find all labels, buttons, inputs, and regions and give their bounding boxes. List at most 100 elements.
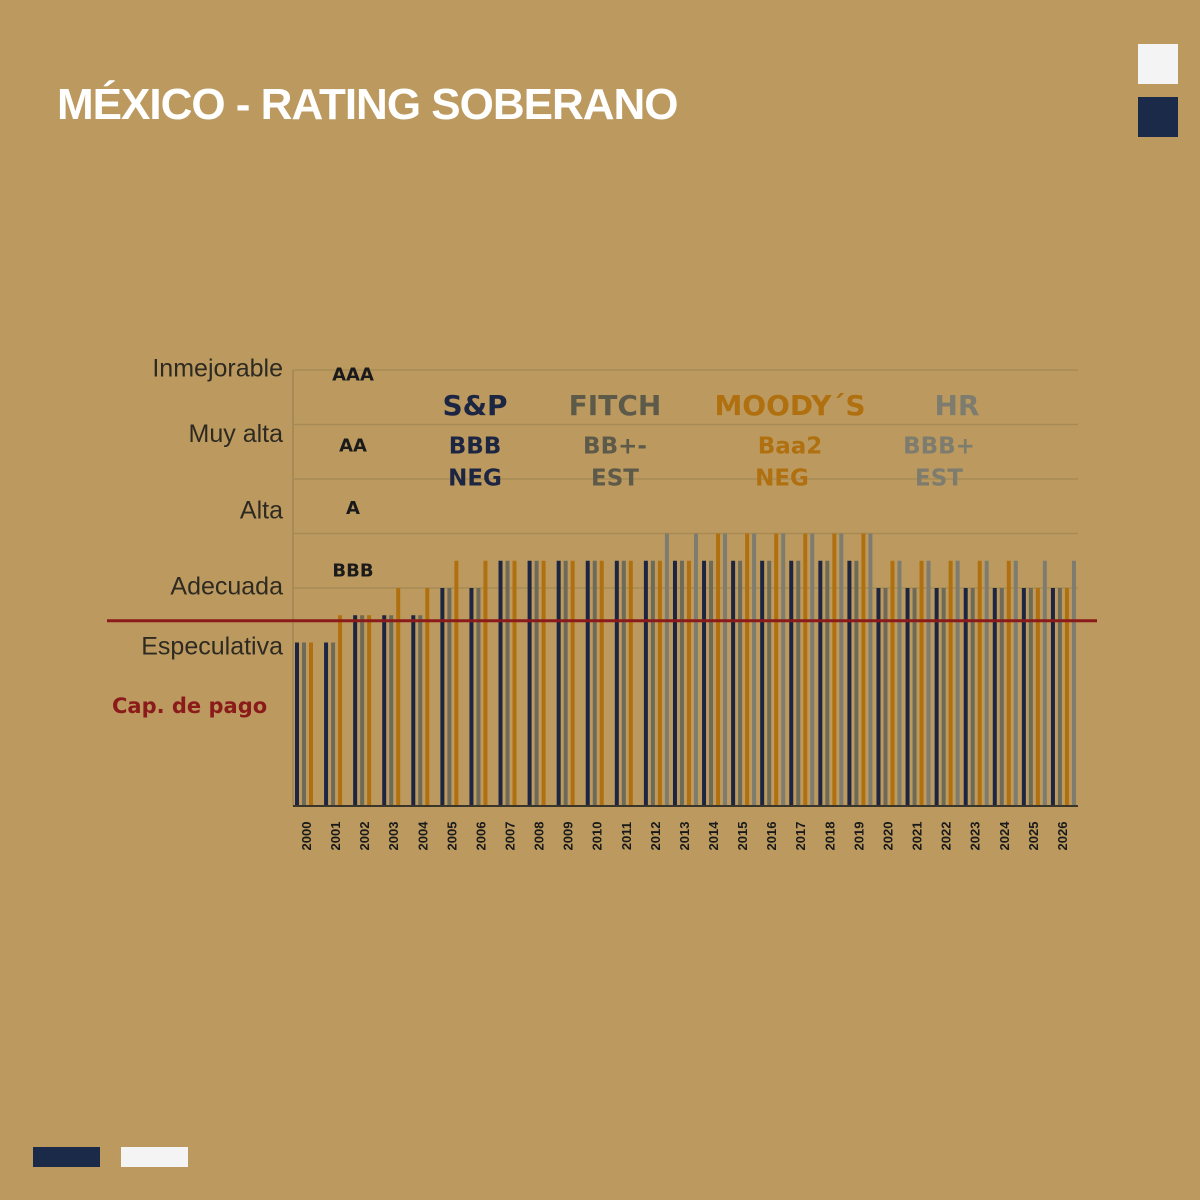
bar bbox=[1021, 588, 1026, 806]
x-tick-label: 2002 bbox=[357, 822, 372, 851]
bar bbox=[934, 588, 939, 806]
x-tick-label: 2021 bbox=[910, 822, 925, 851]
bar bbox=[679, 560, 684, 806]
x-tick-label: 2007 bbox=[502, 822, 517, 851]
deco-square bbox=[1138, 97, 1178, 137]
bar bbox=[955, 560, 960, 806]
bar bbox=[338, 615, 343, 806]
bar bbox=[745, 533, 750, 806]
bar bbox=[839, 533, 844, 806]
bar bbox=[483, 560, 488, 806]
bar bbox=[469, 588, 474, 806]
bar bbox=[570, 560, 575, 806]
bar bbox=[1006, 560, 1011, 806]
bar bbox=[1028, 588, 1033, 806]
bar bbox=[818, 560, 823, 806]
bar bbox=[941, 588, 946, 806]
bar bbox=[686, 560, 691, 806]
bar bbox=[752, 533, 757, 806]
bar bbox=[628, 560, 633, 806]
bar bbox=[999, 588, 1004, 806]
bar bbox=[657, 560, 662, 806]
bar bbox=[832, 533, 837, 806]
x-tick-label: 2001 bbox=[328, 822, 343, 851]
legend-name: S&P bbox=[442, 389, 507, 422]
bar bbox=[621, 560, 626, 806]
bar bbox=[592, 560, 597, 806]
bar bbox=[796, 560, 801, 806]
bar bbox=[643, 560, 648, 806]
bar bbox=[309, 642, 313, 806]
bar bbox=[360, 615, 365, 806]
legend-outlook: EST bbox=[915, 466, 963, 492]
x-tick-label: 2009 bbox=[561, 822, 576, 851]
bar bbox=[498, 560, 503, 806]
bar bbox=[868, 533, 873, 806]
bar bbox=[781, 533, 786, 806]
y-tick-label: Muy alta bbox=[189, 420, 284, 448]
bar bbox=[803, 533, 808, 806]
bar bbox=[672, 560, 677, 806]
x-tick-label: 2000 bbox=[299, 822, 314, 851]
bar bbox=[1057, 588, 1062, 806]
bar bbox=[897, 560, 902, 806]
bar bbox=[760, 560, 765, 806]
bar bbox=[614, 560, 619, 806]
bar bbox=[447, 588, 452, 806]
bar bbox=[1013, 560, 1018, 806]
legend-name: FITCH bbox=[569, 389, 662, 422]
bar bbox=[709, 560, 714, 806]
x-tick-label: 2020 bbox=[880, 822, 895, 851]
bar bbox=[919, 560, 924, 806]
legend-outlook: EST bbox=[591, 466, 639, 492]
bar bbox=[847, 560, 852, 806]
bar bbox=[302, 642, 306, 806]
bar bbox=[556, 560, 561, 806]
bar bbox=[1050, 588, 1055, 806]
bar bbox=[527, 560, 532, 806]
bar bbox=[883, 588, 888, 806]
legend-outlook: NEG bbox=[448, 466, 502, 492]
bar bbox=[563, 560, 568, 806]
bar bbox=[926, 560, 931, 806]
bar bbox=[738, 560, 743, 806]
bar bbox=[825, 560, 830, 806]
x-tick-label: 2022 bbox=[939, 822, 954, 851]
bar bbox=[454, 560, 459, 806]
x-tick-label: 2004 bbox=[415, 821, 430, 851]
bar bbox=[324, 642, 329, 806]
rating-label: AAA bbox=[332, 364, 374, 385]
bar bbox=[970, 588, 975, 806]
x-tick-label: 2018 bbox=[822, 822, 837, 851]
bar bbox=[353, 615, 358, 806]
x-tick-label: 2013 bbox=[677, 822, 692, 851]
legend-rating: BB+- bbox=[583, 434, 647, 460]
bar bbox=[789, 560, 794, 806]
x-tick-label: 2010 bbox=[590, 822, 605, 851]
bar bbox=[585, 560, 590, 806]
bar bbox=[389, 615, 394, 806]
bar bbox=[861, 533, 866, 806]
deco-bar bbox=[33, 1147, 100, 1167]
bar bbox=[505, 560, 510, 806]
x-tick-label: 2015 bbox=[735, 822, 750, 851]
bar bbox=[295, 642, 299, 806]
legend-name: MOODY´S bbox=[714, 389, 865, 422]
bar bbox=[992, 588, 997, 806]
x-tick-label: 2006 bbox=[473, 822, 488, 851]
x-tick-label: 2026 bbox=[1055, 822, 1070, 851]
y-tick-label: Adecuada bbox=[170, 573, 283, 601]
bar bbox=[948, 560, 953, 806]
x-tick-label: 2014 bbox=[706, 821, 721, 851]
legend-rating: BBB+ bbox=[903, 434, 975, 460]
bar bbox=[382, 615, 387, 806]
bar bbox=[723, 533, 728, 806]
x-tick-label: 2003 bbox=[386, 822, 401, 851]
rating-label: A bbox=[346, 498, 360, 519]
bar bbox=[716, 533, 721, 806]
legend-rating: BBB bbox=[449, 434, 502, 460]
bar bbox=[534, 560, 539, 806]
bar bbox=[512, 560, 517, 806]
